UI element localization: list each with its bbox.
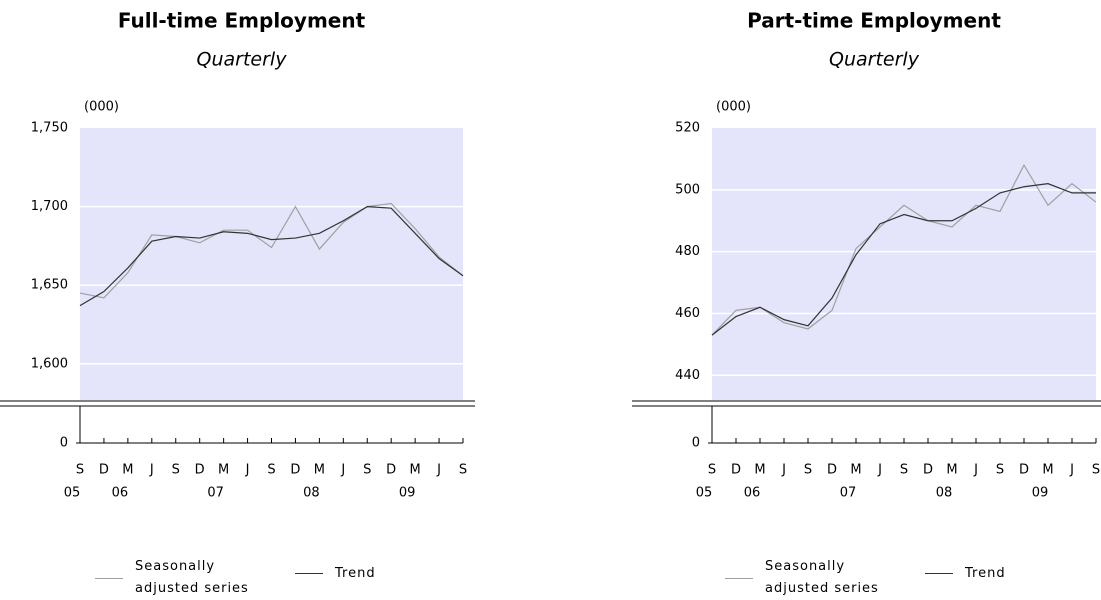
legend-swatch: [95, 577, 123, 579]
chart-title: Full-time Employment: [118, 9, 366, 33]
x-tick-label: M: [754, 463, 765, 478]
y-tick-label: 0: [692, 436, 700, 451]
x-year-label: 09: [399, 486, 416, 501]
y-axis-label: (000): [84, 100, 119, 115]
y-tick-label: 460: [675, 306, 700, 321]
x-tick-label: M: [410, 463, 421, 478]
x-tick-label: D: [195, 463, 205, 478]
y-tick-label: 520: [675, 121, 700, 136]
x-tick-label: M: [1042, 463, 1053, 478]
x-tick-label: J: [1069, 463, 1074, 478]
legend-item: Seasonally adjusted series: [95, 556, 255, 600]
series-line: [79, 202, 464, 299]
x-tick-label: S: [996, 463, 1004, 478]
y-tick-label: 480: [675, 244, 700, 259]
legend-item: Seasonally adjusted series: [725, 556, 885, 600]
chart-subtitle: Quarterly: [829, 49, 920, 71]
chart-title: Part-time Employment: [747, 9, 1001, 33]
x-tick-label: S: [708, 463, 716, 478]
chart-subtitle: Quarterly: [197, 49, 288, 71]
x-tick-label: M: [314, 463, 325, 478]
x-year-label: 05: [696, 486, 713, 501]
legend-item: Trend: [295, 566, 376, 581]
x-tick-label: M: [218, 463, 229, 478]
x-tick-label: D: [923, 463, 933, 478]
x-year-label: 06: [112, 486, 129, 501]
legend-label: Seasonally adjusted series: [135, 559, 249, 596]
x-tick-label: D: [386, 463, 396, 478]
legend-item: Trend: [925, 566, 1006, 581]
x-tick-label: S: [459, 463, 467, 478]
x-tick-label: S: [1092, 463, 1100, 478]
x-tick-label: S: [76, 463, 84, 478]
plot-area: [712, 128, 1096, 400]
x-tick-label: S: [363, 463, 371, 478]
legend-label: Trend: [335, 566, 376, 581]
x-year-label: 05: [64, 486, 81, 501]
x-tick-label: M: [946, 463, 957, 478]
x-year-label: 08: [303, 486, 320, 501]
x-tick-label: M: [122, 463, 133, 478]
series-line: [711, 163, 1097, 336]
series-line: [711, 183, 1096, 336]
x-tick-label: S: [172, 463, 180, 478]
plot-area: [80, 128, 463, 400]
y-tick-label: 440: [675, 368, 700, 383]
x-year-label: 09: [1032, 486, 1049, 501]
x-year-label: 06: [744, 486, 761, 501]
legend-swatch: [925, 573, 953, 574]
x-tick-label: S: [804, 463, 812, 478]
y-tick-label: 1,650: [31, 278, 68, 293]
x-year-label: 07: [840, 486, 857, 501]
x-tick-label: S: [900, 463, 908, 478]
y-tick-label: 0: [60, 436, 68, 451]
x-tick-label: J: [149, 463, 154, 478]
x-tick-label: J: [436, 463, 441, 478]
x-tick-label: J: [781, 463, 786, 478]
y-tick-label: 1,600: [31, 356, 68, 371]
x-year-label: 08: [936, 486, 953, 501]
y-tick-label: 500: [675, 182, 700, 197]
x-tick-label: J: [877, 463, 882, 478]
y-tick-label: 1,750: [31, 121, 68, 136]
legend-label: Trend: [965, 566, 1006, 581]
x-year-label: 07: [207, 486, 224, 501]
x-tick-label: D: [1019, 463, 1029, 478]
x-tick-label: D: [290, 463, 300, 478]
x-tick-label: J: [340, 463, 345, 478]
x-tick-label: D: [731, 463, 741, 478]
y-tick-label: 1,700: [31, 199, 68, 214]
legend-label: Seasonally adjusted series: [765, 559, 879, 596]
x-tick-label: M: [850, 463, 861, 478]
x-tick-label: D: [827, 463, 837, 478]
legend-swatch: [295, 573, 323, 574]
x-tick-label: J: [973, 463, 978, 478]
series-line: [79, 206, 464, 307]
x-tick-label: J: [245, 463, 250, 478]
legend-swatch: [725, 577, 753, 579]
x-tick-label: D: [99, 463, 109, 478]
x-tick-label: S: [267, 463, 275, 478]
y-axis-label: (000): [716, 100, 751, 115]
